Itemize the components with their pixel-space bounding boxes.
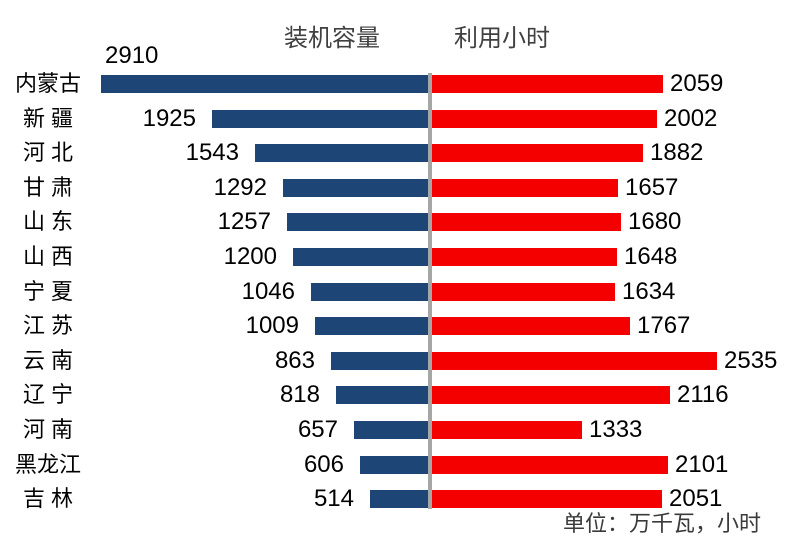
hours-value-label: 1882 [650,139,704,166]
hours-value-label: 1767 [637,312,691,339]
category-label: 吉 林 [22,486,74,511]
hours-value-label: 1657 [625,174,679,201]
capacity-value-label: 1543 [185,139,239,166]
category-label: 新 疆 [22,106,74,131]
hours-bar [432,456,668,474]
capacity-value-label: 818 [279,381,320,408]
capacity-bar [315,317,428,335]
capacity-value-label: 1925 [142,105,196,132]
category-label: 山 西 [22,244,74,269]
capacity-bar [287,213,428,231]
capacity-value-label: 1257 [217,208,271,235]
hours-value-label: 1634 [622,278,676,305]
hours-value-label: 2116 [677,381,729,408]
category-label: 江 苏 [22,313,74,338]
category-label: 宁 夏 [22,279,74,304]
hours-bar [432,110,657,128]
capacity-value-label: 1292 [213,174,267,201]
category-label: 河 北 [22,140,74,165]
hours-bar [432,144,643,162]
capacity-bar [311,283,428,301]
capacity-bar [212,110,428,128]
capacity-bar [336,386,428,404]
hours-bar [432,283,615,301]
capacity-bar [354,421,428,439]
hours-value-label: 1333 [589,416,643,443]
capacity-value-label: 606 [303,451,344,478]
capacity-bar [283,179,428,197]
hours-bar [432,386,670,404]
capacity-value-label: 1009 [245,312,299,339]
hours-bar [432,352,717,370]
hours-bar [432,490,662,508]
legend-hours-label: 利用小时 [454,25,550,52]
capacity-value-label: 1046 [241,278,295,305]
hours-value-label: 2535 [724,347,778,374]
category-label: 河 南 [22,417,74,442]
axis-divider [428,73,432,509]
capacity-bar [101,75,428,93]
hours-bar [432,317,630,335]
unit-note: 单位：万千瓦，小时 [563,511,762,536]
category-label: 甘 肃 [22,175,74,200]
capacity-bar [370,490,428,508]
capacity-bar [255,144,428,162]
category-label: 山 东 [22,209,74,234]
capacity-value-label: 1200 [223,243,277,270]
capacity-bar [293,248,428,266]
hours-value-label: 2101 [675,451,729,478]
capacity-value-label: 2910 [105,42,159,69]
hours-value-label: 2051 [669,485,723,512]
capacity-bar [360,456,428,474]
category-label: 云 南 [22,348,74,373]
hours-bar [432,179,618,197]
hours-value-label: 1648 [624,243,678,270]
hours-bar [432,75,663,93]
category-label: 黑龙江 [14,452,81,477]
capacity-value-label: 657 [297,416,338,443]
capacity-value-label: 863 [274,347,315,374]
legend-capacity-label: 装机容量 [284,25,380,52]
category-label: 辽 宁 [22,382,74,407]
hours-bar [432,248,617,266]
hours-bar [432,421,582,439]
category-label: 内蒙古 [14,71,81,96]
hours-value-label: 2002 [664,105,718,132]
hours-bar [432,213,621,231]
hours-value-label: 2059 [670,70,724,97]
capacity-bar [331,352,428,370]
hours-value-label: 1680 [628,208,682,235]
capacity-value-label: 514 [313,485,354,512]
